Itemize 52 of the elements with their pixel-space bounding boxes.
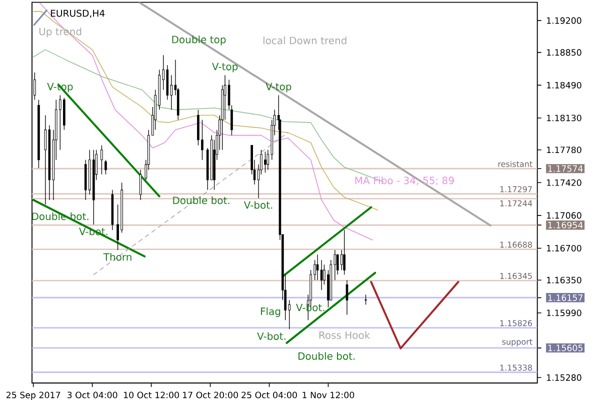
ref-line-label: 1.16688 <box>500 242 532 248</box>
text: EURUSD,H4 <box>50 10 105 18</box>
x-tick-label: 1 Nov 12:00 <box>302 392 354 398</box>
candlestick <box>201 119 204 160</box>
y-tick-label: 1.16157 <box>548 294 582 301</box>
x-tick-label: 3 Oct 04:00 <box>67 392 118 398</box>
annotation: V-top <box>266 82 292 92</box>
annotation: local Down trend <box>263 36 346 44</box>
ref-line-label: 1.17244 <box>500 200 532 206</box>
candlestick <box>44 114 47 205</box>
candlestick <box>264 151 266 173</box>
candlestick <box>340 250 343 270</box>
candlestick <box>343 230 346 275</box>
annotation: Thorn <box>103 252 132 261</box>
candlestick <box>104 160 107 175</box>
y-tick-label: 1.16954 <box>548 222 583 228</box>
ref-line-label: 1.16345 <box>500 272 532 279</box>
y-tick-label: 1.18850 <box>546 49 582 56</box>
annotation: V-bot. <box>244 201 272 209</box>
y-tick-label: 1.17780 <box>546 146 582 154</box>
annotation: Ross Hook <box>319 331 370 339</box>
annotation: Double bot. <box>298 352 355 360</box>
y-tick-label: 1.18130 <box>546 114 582 122</box>
ref-line-label: 1.17297 <box>500 186 532 192</box>
y-tick-label: 1.19200 <box>546 17 582 24</box>
y-tick-label: 1.17060 <box>546 212 582 219</box>
y-tick-label: 1.15280 <box>546 374 582 381</box>
y-tick-label: 1.15605 <box>548 344 582 352</box>
x-tick-label: 10 Oct 12:00 <box>124 392 179 398</box>
x-tick-label: 25 Oct 04:00 <box>242 392 297 398</box>
candlestick <box>139 170 142 200</box>
y-tick-label: 1.15990 <box>546 310 582 316</box>
y-tick-label: 1.16350 <box>546 276 582 284</box>
annotation: Flag <box>261 307 280 318</box>
candlestick <box>364 294 367 306</box>
candlestick <box>58 94 62 150</box>
y-tick-label: 1.17420 <box>546 179 582 186</box>
y-tick-label: 1.17574 <box>548 165 583 172</box>
ref-line-label: resistant <box>498 160 532 168</box>
annotation: MA Fibo - 34; 55; 89 <box>355 176 454 186</box>
y-tick-label: 1.18490 <box>546 82 582 88</box>
annotation: V-bot. <box>257 332 286 340</box>
ref-line-label: 1.15338 <box>500 364 532 371</box>
y-tick-label: 1.16700 <box>546 244 582 252</box>
x-tick-label: 25 Sep 2017 <box>6 392 60 400</box>
candlestick <box>100 144 103 175</box>
ref-line-label: 1.15826 <box>500 320 532 326</box>
annotation: V-top <box>212 62 238 72</box>
ref-line-label: support <box>502 339 532 346</box>
x-tick-label: 17 Oct 20:00 <box>182 392 238 398</box>
annotation: Double bot. <box>173 196 230 204</box>
annotation: Double top <box>172 36 226 46</box>
